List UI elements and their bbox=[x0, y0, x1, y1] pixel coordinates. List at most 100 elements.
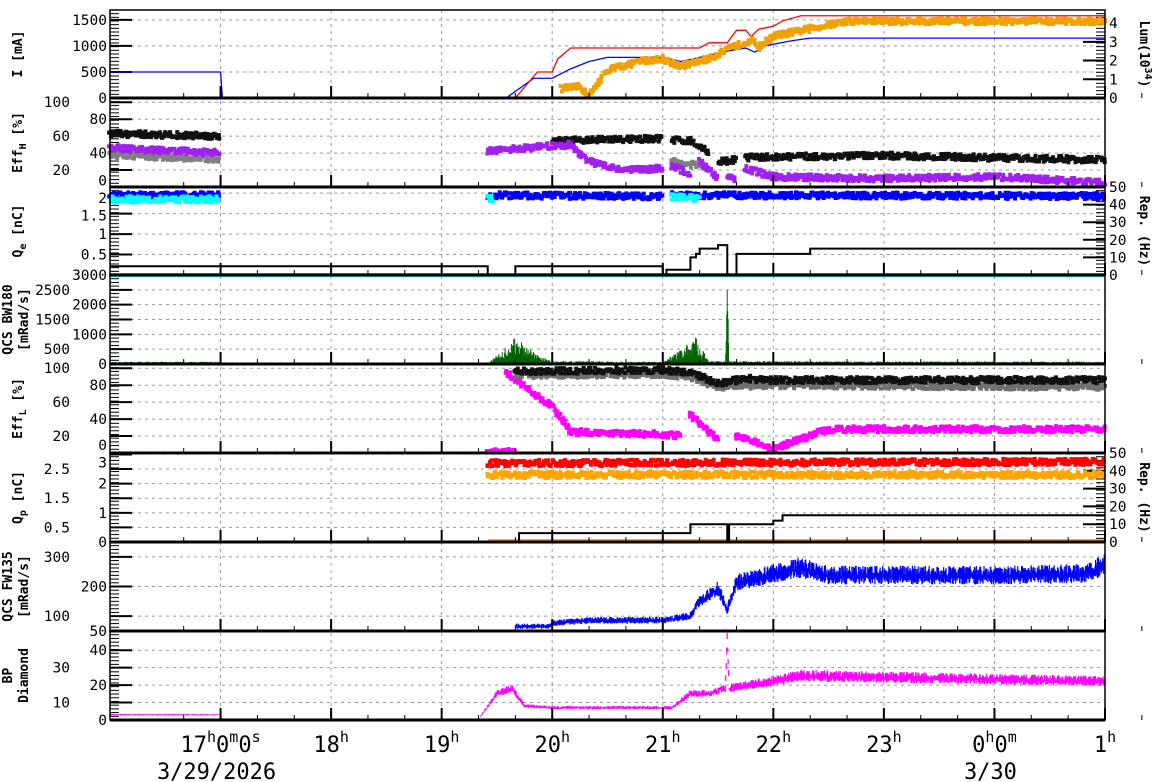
data-point bbox=[707, 58, 712, 63]
data-point bbox=[798, 174, 803, 179]
data-point bbox=[514, 193, 519, 198]
data-point bbox=[680, 165, 685, 170]
data-point bbox=[757, 41, 762, 46]
data-point bbox=[147, 195, 152, 200]
data-point bbox=[213, 198, 218, 203]
data-point bbox=[854, 19, 859, 24]
data-point bbox=[746, 158, 751, 163]
data-point bbox=[944, 19, 949, 24]
data-point bbox=[670, 60, 675, 65]
data-point bbox=[805, 157, 810, 162]
data-point bbox=[143, 150, 148, 155]
data-point bbox=[904, 21, 909, 26]
data-point bbox=[552, 195, 557, 200]
data-point bbox=[672, 192, 677, 197]
data-point bbox=[1035, 174, 1040, 179]
data-point bbox=[126, 131, 131, 136]
data-point bbox=[562, 194, 567, 199]
data-point bbox=[805, 24, 810, 29]
data-point bbox=[953, 19, 958, 24]
data-point bbox=[180, 190, 185, 195]
data-point bbox=[578, 193, 583, 198]
data-point bbox=[717, 54, 722, 59]
data-point bbox=[715, 175, 720, 180]
data-point bbox=[127, 149, 132, 154]
data-point bbox=[941, 18, 946, 23]
data-point bbox=[793, 177, 798, 182]
data-point bbox=[1000, 178, 1005, 183]
data-point bbox=[583, 91, 588, 96]
data-point bbox=[123, 148, 128, 153]
data-point bbox=[963, 196, 968, 201]
data-point bbox=[854, 196, 859, 201]
data-point bbox=[1022, 173, 1027, 178]
data-point bbox=[920, 153, 925, 158]
data-point bbox=[706, 165, 711, 170]
data-point bbox=[598, 80, 603, 85]
data-point bbox=[526, 195, 531, 200]
data-point bbox=[495, 145, 500, 150]
data-point bbox=[186, 146, 191, 151]
data-point bbox=[755, 45, 760, 50]
data-point bbox=[149, 130, 154, 135]
data-point bbox=[630, 134, 635, 139]
data-point bbox=[815, 154, 820, 159]
data-point bbox=[856, 176, 861, 181]
data-point bbox=[124, 129, 129, 134]
data-point bbox=[863, 173, 868, 178]
data-point bbox=[761, 192, 766, 197]
data-point bbox=[922, 17, 927, 22]
data-point bbox=[501, 193, 506, 198]
data-point bbox=[1095, 21, 1100, 26]
data-point bbox=[1010, 22, 1015, 27]
data-point bbox=[217, 156, 222, 161]
data-point bbox=[980, 174, 985, 179]
data-point bbox=[113, 147, 118, 152]
data-point bbox=[782, 196, 787, 201]
data-point bbox=[849, 193, 854, 198]
data-point bbox=[701, 166, 706, 171]
data-point bbox=[113, 132, 118, 137]
data-point bbox=[690, 160, 695, 165]
data-point bbox=[576, 153, 581, 158]
data-point bbox=[560, 142, 565, 147]
data-point bbox=[1042, 20, 1047, 25]
data-point bbox=[759, 43, 764, 48]
data-point bbox=[874, 17, 879, 22]
data-point bbox=[148, 200, 153, 205]
data-point bbox=[626, 193, 631, 198]
data-point bbox=[887, 173, 892, 178]
axis-label-text: I [mA] bbox=[11, 31, 26, 78]
data-point bbox=[904, 196, 909, 201]
data-point bbox=[749, 35, 754, 40]
data-point bbox=[699, 143, 704, 148]
data-point bbox=[666, 57, 671, 62]
data-point bbox=[156, 145, 161, 150]
data-point bbox=[904, 153, 909, 158]
data-point bbox=[789, 190, 794, 195]
data-point bbox=[883, 178, 888, 183]
data-point bbox=[855, 17, 860, 22]
data-point bbox=[812, 155, 817, 160]
data-point bbox=[200, 135, 205, 140]
data-point bbox=[1016, 154, 1021, 159]
data-point bbox=[970, 196, 975, 201]
data-point bbox=[569, 85, 574, 90]
data-point bbox=[589, 139, 594, 144]
data-point bbox=[565, 87, 570, 92]
data-point bbox=[770, 193, 775, 198]
data-point bbox=[721, 50, 726, 55]
data-point bbox=[925, 19, 930, 24]
data-point bbox=[933, 178, 938, 183]
data-point bbox=[567, 136, 572, 141]
data-point bbox=[894, 196, 899, 201]
data-point bbox=[589, 91, 594, 96]
left-y-tick-label: 2500 bbox=[35, 283, 70, 299]
data-point bbox=[991, 196, 996, 201]
data-point bbox=[1091, 17, 1096, 22]
data-point bbox=[199, 149, 204, 154]
data-point bbox=[688, 135, 693, 140]
data-point bbox=[1003, 154, 1008, 159]
data-point bbox=[110, 151, 115, 156]
